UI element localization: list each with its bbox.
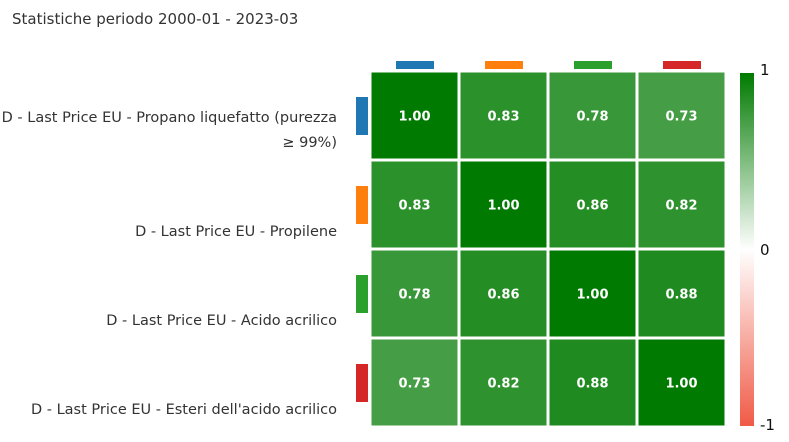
cell-value-label: 0.83: [398, 199, 430, 214]
colorbar: [740, 73, 754, 426]
column-series-marker: [574, 61, 612, 69]
heatmap-cell: [638, 250, 725, 337]
heatmap-cell: [638, 72, 725, 159]
row-series-marker: [356, 186, 368, 224]
cell-value-label: 0.78: [398, 288, 430, 303]
cell-value-label: 1.00: [487, 199, 519, 214]
row-label-line: D - Last Price EU - Propano liquefatto (…: [1, 110, 337, 126]
column-series-marker: [396, 61, 434, 69]
column-series-marker: [663, 61, 701, 69]
heatmap-cell: [460, 72, 547, 159]
row-label-line: D - Last Price EU - Propilene: [135, 224, 337, 240]
cell-value-label: 0.78: [576, 110, 608, 125]
heatmap-cell: [549, 161, 636, 248]
cell-value-label: 0.83: [487, 110, 519, 125]
heatmap-cell: [549, 72, 636, 159]
heatmap-cell: [371, 161, 458, 248]
heatmap-cell: [549, 339, 636, 426]
cell-value-label: 0.73: [665, 110, 697, 125]
cell-value-label: 0.86: [576, 199, 608, 214]
heatmap-cell: [371, 339, 458, 426]
heatmap-cell: [460, 161, 547, 248]
row-label: D - Last Price EU - Propilene: [0, 220, 337, 245]
cell-value-label: 0.88: [665, 288, 697, 303]
colorbar-tick-label: 0: [760, 240, 770, 259]
cell-value-label: 1.00: [665, 377, 697, 392]
cell-value-label: 0.88: [576, 377, 608, 392]
row-label: D - Last Price EU - Propano liquefatto (…: [0, 106, 337, 156]
heatmap-cell: [371, 72, 458, 159]
cell-value-label: 0.82: [665, 199, 697, 214]
colorbar-tick-label: 1: [760, 61, 770, 79]
cell-value-label: 0.73: [398, 377, 430, 392]
heatmap-cell: [638, 161, 725, 248]
cell-value-label: 1.00: [576, 288, 608, 303]
chart-title: Statistiche periodo 2000-01 - 2023-03: [12, 10, 299, 28]
cell-value-label: 1.00: [398, 110, 430, 125]
column-series-marker: [485, 61, 523, 69]
row-series-marker: [356, 364, 368, 402]
colorbar-tick-label: -1: [760, 416, 775, 434]
row-label: D - Last Price EU - Acido acrilico: [0, 309, 337, 334]
row-label: D - Last Price EU - Esteri dell'acido ac…: [0, 398, 337, 423]
row-series-marker: [356, 97, 368, 135]
heatmap-cell: [549, 250, 636, 337]
heatmap-cell: [371, 250, 458, 337]
row-label-line: D - Last Price EU - Esteri dell'acido ac…: [30, 402, 337, 418]
heatmap-cell: [638, 339, 725, 426]
heatmap-cell: [460, 250, 547, 337]
heatmap-cell: [460, 339, 547, 426]
cell-value-label: 0.86: [487, 288, 519, 303]
row-series-marker: [356, 275, 368, 313]
row-label-line: D - Last Price EU - Acido acrilico: [106, 313, 337, 329]
cell-value-label: 0.82: [487, 377, 519, 392]
row-label-line: ≥ 99%): [282, 135, 337, 151]
